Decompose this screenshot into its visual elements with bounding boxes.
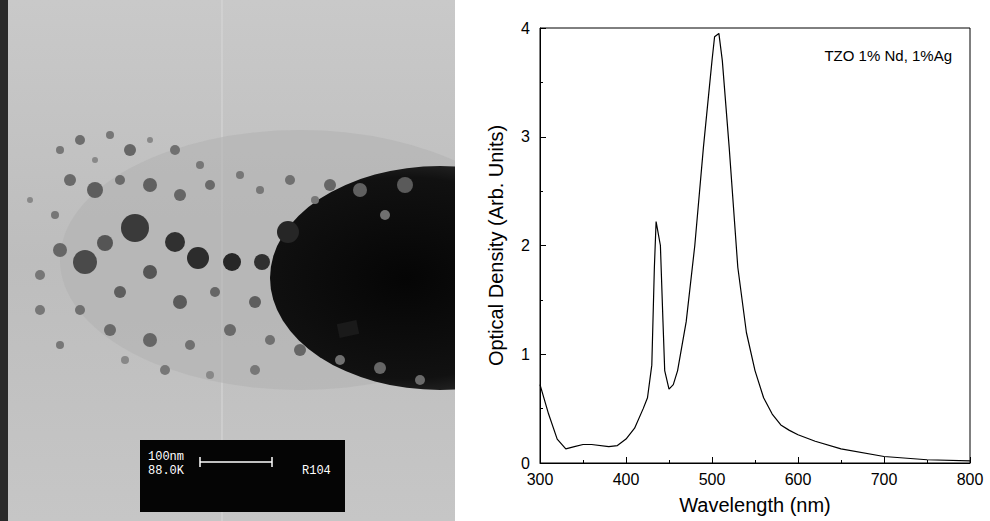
svg-text:4: 4 bbox=[521, 20, 530, 37]
svg-text:400: 400 bbox=[613, 471, 640, 488]
svg-text:TZO 1% Nd, 1%Ag: TZO 1% Nd, 1%Ag bbox=[824, 47, 952, 64]
svg-text:100nm: 100nm bbox=[148, 450, 184, 464]
svg-text:500: 500 bbox=[699, 471, 726, 488]
svg-text:800: 800 bbox=[957, 471, 984, 488]
svg-text:88.0K: 88.0K bbox=[148, 464, 185, 478]
svg-text:2: 2 bbox=[521, 237, 530, 254]
svg-text:300: 300 bbox=[527, 471, 554, 488]
svg-text:R104: R104 bbox=[302, 464, 331, 478]
svg-text:700: 700 bbox=[871, 471, 898, 488]
svg-text:600: 600 bbox=[785, 471, 812, 488]
svg-text:Optical Density (Arb. Units): Optical Density (Arb. Units) bbox=[485, 125, 507, 366]
svg-text:0: 0 bbox=[521, 455, 530, 472]
svg-text:1: 1 bbox=[521, 346, 530, 363]
svg-text:3: 3 bbox=[521, 128, 530, 145]
svg-text:Wavelength (nm): Wavelength (nm) bbox=[679, 494, 831, 516]
